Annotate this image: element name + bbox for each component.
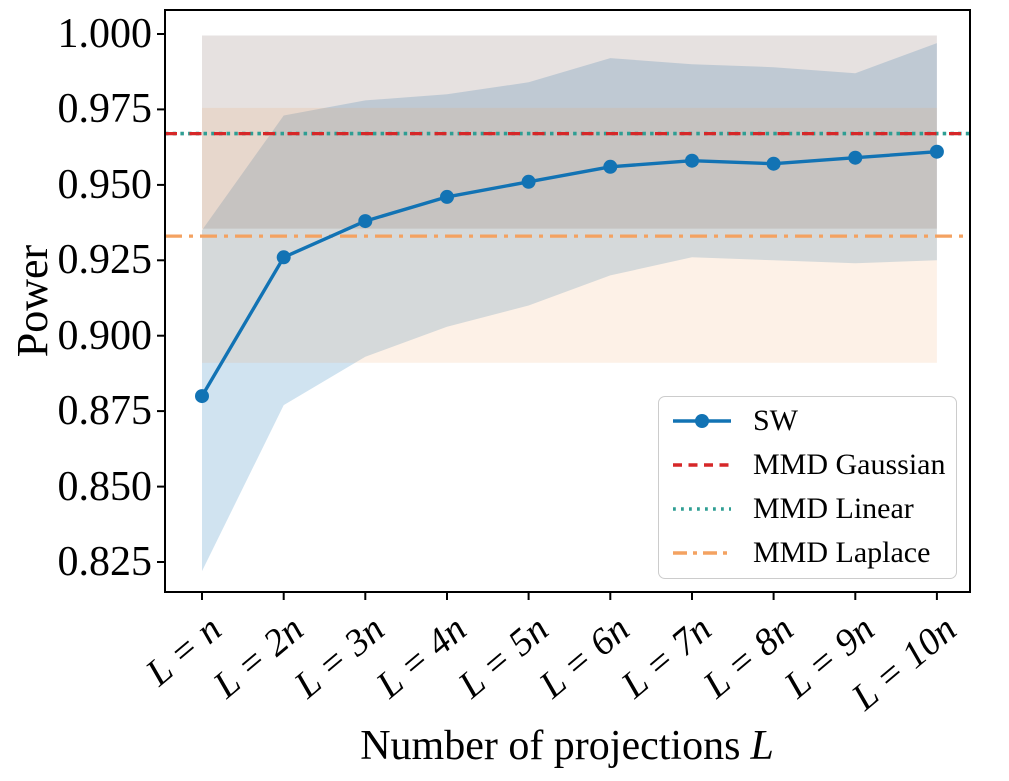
legend-item-mmd-laplace: MMD Laplace <box>659 531 956 575</box>
marker-sw-4 <box>521 174 536 189</box>
marker-sw-2 <box>358 214 373 229</box>
y-tick-label-5: 0.875 <box>57 388 153 435</box>
y-axis-label: Power <box>8 244 57 358</box>
marker-sw-9 <box>929 144 944 159</box>
x-axis-label-variable: L <box>750 723 774 769</box>
legend-label-mmd-laplace: MMD Laplace <box>753 536 931 569</box>
y-tick-label-7: 0.825 <box>57 538 153 585</box>
marker-sw-3 <box>440 189 454 204</box>
legend: SW MMD Gaussian MMD Linear MMD Laplace <box>658 396 957 579</box>
legend-line-sample-mmd-laplace <box>673 551 731 555</box>
line-sw <box>200 150 938 397</box>
plot-frame <box>164 9 971 593</box>
y-tick-label-0: 1.000 <box>57 11 153 57</box>
legend-label-sw: SW <box>753 404 798 437</box>
marker-sw-1 <box>276 250 291 265</box>
x-axis-label: Number of projections L <box>267 720 867 772</box>
legend-line-sample-sw <box>673 414 731 428</box>
marker-sw-7 <box>766 156 781 171</box>
legend-sample-marker-0 <box>695 414 709 428</box>
legend-line-sample-mmd-linear <box>673 507 731 511</box>
y-tick-label-1: 0.975 <box>57 86 153 133</box>
y-tick-label-6: 0.850 <box>57 463 153 510</box>
legend-label-mmd-linear: MMD Linear <box>753 492 914 525</box>
legend-item-mmd-linear: MMD Linear <box>659 487 956 531</box>
band-sw <box>202 43 937 572</box>
legend-label-mmd-gaussian: MMD Gaussian <box>753 448 946 481</box>
legend-item-sw: SW <box>659 399 956 443</box>
legend-line-sample-mmd-gaussian <box>673 463 731 467</box>
marker-sw-6 <box>685 153 699 168</box>
y-tick-label-4: 0.900 <box>57 312 153 359</box>
y-tick-label-3: 0.925 <box>57 237 153 284</box>
marker-sw-0 <box>195 389 209 404</box>
band-mmd-laplace <box>202 107 937 363</box>
x-axis-label-text: Number of projections <box>360 723 741 769</box>
marker-sw-5 <box>603 159 618 174</box>
legend-item-mmd-gaussian: MMD Gaussian <box>659 443 956 487</box>
y-tick-label-2: 0.950 <box>57 161 153 208</box>
marker-sw-8 <box>848 150 863 165</box>
